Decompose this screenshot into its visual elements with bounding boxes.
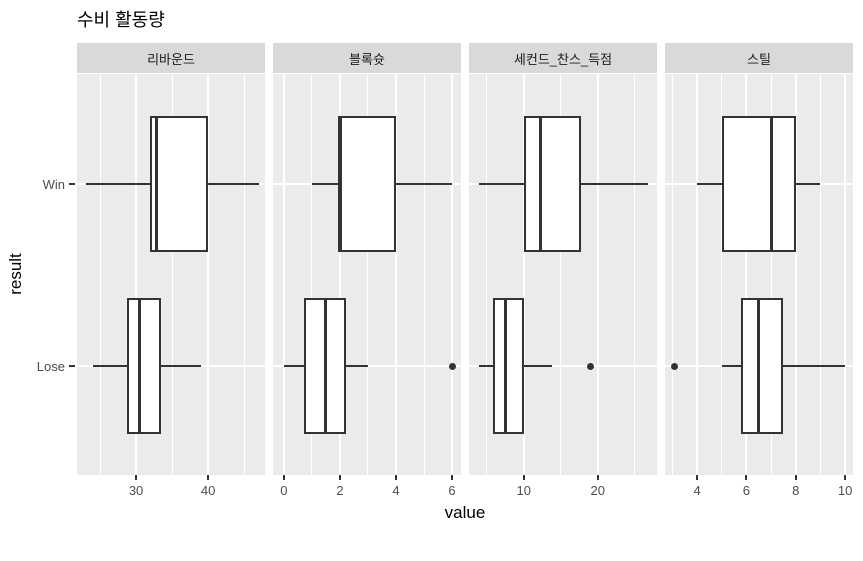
gridline-major: [745, 74, 748, 475]
x-axis-segment: 4 6 8 10: [665, 475, 853, 505]
boxplot-box: [523, 116, 582, 252]
gridline-minor: [486, 74, 488, 475]
gridline-major: [338, 74, 341, 475]
x-tick-label: 0: [280, 483, 288, 498]
gridline-minor: [634, 74, 636, 475]
facet-strips: 리바운드 블록슛 세컨드_찬스_득점 스틸: [77, 43, 853, 73]
gridline-major: [451, 74, 454, 475]
gridline-major: [282, 74, 285, 475]
median-line: [324, 298, 328, 434]
x-tick-mark: [522, 475, 525, 480]
facet-panel-second-chance-points: 10 20: [469, 74, 657, 498]
facet-panel-blocks: 0 2 4 6: [273, 74, 461, 498]
x-tick-label: 40: [200, 483, 216, 498]
x-axis-segment: 30 40: [77, 475, 265, 505]
gridline-minor: [243, 74, 245, 475]
boxplot-box: [126, 298, 162, 434]
median-line: [503, 298, 507, 434]
gridline-major-horizontal: [469, 365, 657, 367]
x-axis-title: value: [444, 503, 486, 522]
y-tick-mark-lose: [69, 365, 75, 367]
facet-panels: 30 40 0 2 4 6 10 20 4 6 8 10: [77, 74, 853, 498]
boxplot-box: [339, 116, 396, 252]
x-tick-mark: [338, 475, 341, 480]
x-tick-label: 10: [837, 483, 853, 498]
facet-strip-label: 블록슛: [349, 51, 385, 67]
x-tick-mark: [451, 475, 454, 480]
x-tick-mark: [207, 475, 210, 480]
outlier-point: [448, 362, 456, 370]
y-tick-label-lose: Lose: [36, 359, 65, 374]
x-tick-mark: [282, 475, 285, 480]
median-line: [155, 116, 159, 252]
median-line: [538, 116, 542, 252]
x-tick-label: 10: [516, 483, 531, 498]
whisker-line: [721, 365, 846, 367]
x-tick-mark: [696, 475, 699, 480]
y-tick-label-win: Win: [42, 177, 65, 192]
facet-strip-steals: 스틸: [665, 43, 853, 73]
gridline-minor: [311, 74, 313, 475]
x-tick-mark: [394, 475, 397, 480]
facet-strip-blocks: 블록슛: [273, 43, 461, 73]
gridline-minor: [423, 74, 425, 475]
x-tick-mark: [135, 475, 138, 480]
gridline-minor: [770, 74, 772, 475]
x-axis-segment: 10 20: [469, 475, 657, 505]
boxplot-box: [721, 116, 796, 252]
gridline-minor: [99, 74, 101, 475]
x-tick-mark: [596, 475, 599, 480]
chart-title: 수비 활동량: [77, 10, 165, 30]
x-tick-label: 30: [128, 483, 144, 498]
x-tick-mark: [794, 475, 797, 480]
gridline-major: [844, 74, 847, 475]
gridline-minor: [367, 74, 369, 475]
gridline-minor: [819, 74, 821, 475]
boxplot-box: [150, 116, 209, 252]
gridline-major: [596, 74, 599, 475]
facet-strip-label: 세컨드_찬스_득점: [513, 51, 613, 67]
x-tick-mark: [745, 475, 748, 480]
x-tick-label: 6: [742, 483, 751, 498]
facet-panel-steals: 4 6 8 10: [665, 74, 853, 498]
x-axis-segment: 0 2 4 6: [273, 475, 461, 505]
median-line: [769, 116, 773, 252]
gridline-major: [794, 74, 797, 475]
boxplot-box: [492, 298, 525, 434]
gridline-minor: [671, 74, 673, 475]
gridline-minor: [560, 74, 562, 475]
gridline-major: [696, 74, 699, 475]
x-tick-mark: [844, 475, 847, 480]
x-tick-label: 4: [693, 483, 701, 498]
gridline-minor: [721, 74, 723, 475]
x-tick-label: 8: [792, 483, 800, 498]
facet-strip-second-chance-points: 세컨드_찬스_득점: [469, 43, 657, 73]
outlier-point: [586, 362, 594, 370]
x-tick-label: 6: [448, 483, 456, 498]
gridline-major: [135, 74, 138, 475]
outlier-point: [671, 362, 679, 370]
gridline-minor: [171, 74, 173, 475]
x-tick-label: 20: [590, 483, 606, 498]
gridline-major: [394, 74, 397, 475]
median-line: [338, 116, 342, 252]
facet-strip-label: 리바운드: [147, 51, 195, 67]
median-line: [757, 298, 761, 434]
x-tick-label: 4: [392, 483, 400, 498]
boxplot-box: [741, 298, 784, 434]
facet-strip-rebounds: 리바운드: [77, 43, 265, 73]
facet-strip-label: 스틸: [747, 51, 771, 67]
y-tick-mark-win: [69, 183, 75, 185]
gridline-major: [522, 74, 525, 475]
y-axis-title: result: [6, 253, 25, 295]
x-tick-label: 2: [336, 483, 344, 498]
facet-panel-rebounds: 30 40: [77, 74, 265, 498]
gridline-major: [207, 74, 210, 475]
median-line: [138, 298, 142, 434]
